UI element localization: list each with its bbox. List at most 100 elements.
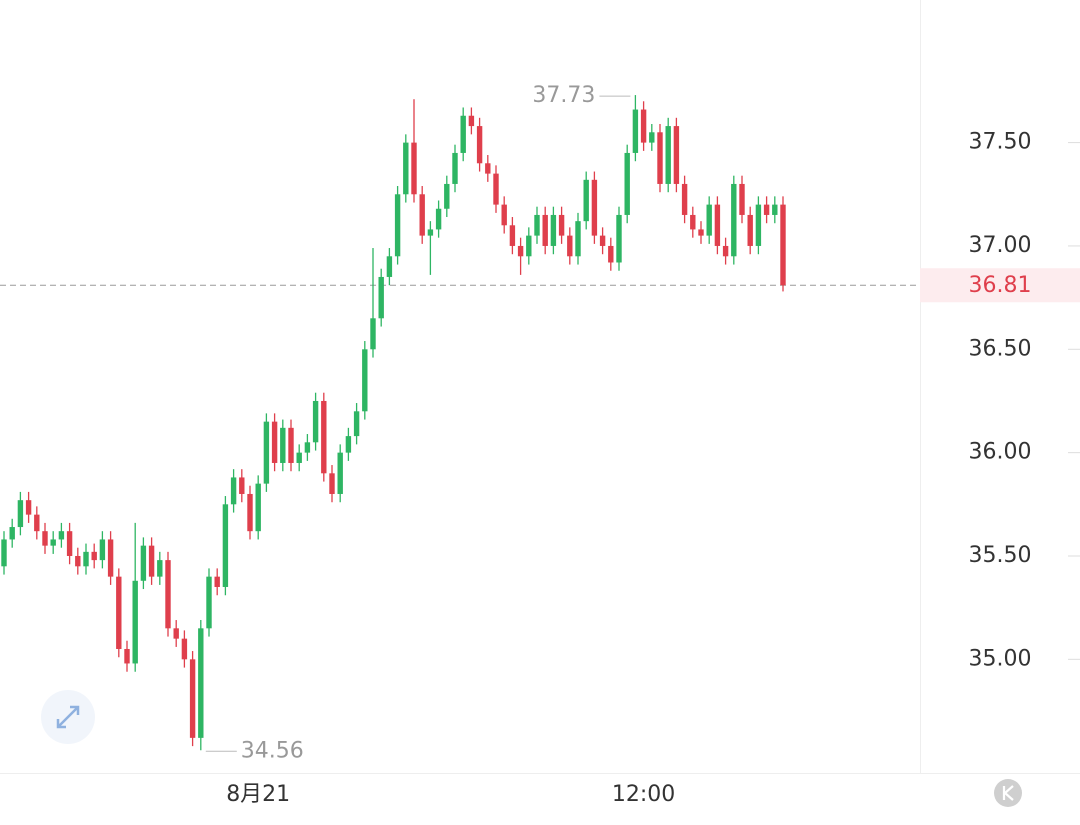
candle-body [763,204,770,215]
candle-body [542,214,548,246]
candle-body [189,659,196,738]
candle-body [526,235,532,257]
candle-body [255,483,261,532]
candle-body [50,539,56,546]
candle-body [468,115,475,127]
candle-body [353,411,360,437]
candle-body [698,229,704,236]
candle-body [1,539,7,567]
candle-body [181,638,188,660]
candle-body [681,183,688,215]
candle-body [91,551,97,561]
candle-body [747,214,753,246]
k-button[interactable] [994,779,1022,807]
candle-body [206,576,212,629]
candle-body [99,539,106,561]
candle-body [222,504,229,587]
last-price-label: 36.81 [969,273,1032,298]
candle-body [107,539,114,577]
candle-body [501,204,507,226]
candle-body [263,421,270,484]
candle-body [665,126,671,184]
y-tick-label: 37.50 [969,130,1032,155]
candle-body [9,527,15,540]
candle-body [476,126,483,164]
candle-body [288,427,294,463]
candle-body [706,204,712,236]
candle-body [173,628,179,639]
x-tick-label: 8月21 [226,782,290,807]
candle-body [632,109,639,153]
candle-body [452,152,458,184]
candle-body [624,152,630,215]
last-price-bg [920,268,1080,303]
candle-body [583,179,589,222]
expand-icon[interactable] [56,705,80,729]
y-tick-label: 37.00 [969,233,1032,258]
k-bg[interactable] [994,779,1022,807]
candle-body [394,194,401,257]
expand-button[interactable] [41,690,95,744]
candle-body [608,245,614,263]
candle-body [575,221,581,257]
candle-body [75,555,81,567]
candle-body [435,208,442,230]
candle-body [214,576,220,587]
x-tick-label: 12:00 [612,782,675,807]
candle-body [312,400,319,443]
candle-body [460,115,466,153]
candle-body [247,493,253,532]
candle-body [722,245,729,257]
candle-body [337,452,343,494]
candle-body [280,427,286,463]
candle-body [558,214,565,236]
candle-body [780,204,786,286]
candle-body [148,545,155,577]
candle-body [550,214,557,246]
candle-body [755,204,762,246]
y-tick-label: 35.50 [969,543,1032,568]
candle-body [690,214,696,230]
candle-body [509,225,516,246]
candle-body [444,183,450,209]
y-tick-label: 36.50 [969,336,1032,361]
candle-body [83,551,89,567]
k-icon[interactable] [1002,785,1014,801]
candle-body [714,204,721,246]
candle-body [58,531,65,540]
candle-body [616,214,622,263]
y-tick-label: 36.00 [969,440,1032,465]
high-label: 37.73 [532,83,595,108]
candle-body [673,126,680,184]
candle-body [116,576,122,649]
candle-body [378,276,384,319]
candle-body [296,452,302,463]
candle-body [772,204,778,215]
candle-body [25,500,32,515]
candle-body [271,421,278,463]
candle-body [34,514,40,532]
candle-body [640,109,647,143]
candle-body [427,229,434,236]
candle-body [42,531,48,546]
low-label: 34.56 [241,738,304,763]
candle-body [567,235,573,257]
candle-body [739,183,745,215]
candle-body [329,473,335,494]
candle-body [321,400,327,474]
candle-body [591,179,598,236]
candle-body [649,132,655,143]
candle-body [517,245,524,257]
candle-body [370,318,376,350]
candle-body [66,531,73,556]
candle-body [165,560,171,629]
candle-body [198,628,204,738]
candle-body [140,545,147,581]
candle-body [657,132,663,184]
candle-body [17,500,24,528]
candle-body [124,648,130,664]
candle-body [157,560,163,577]
y-tick-label: 35.00 [969,646,1032,671]
